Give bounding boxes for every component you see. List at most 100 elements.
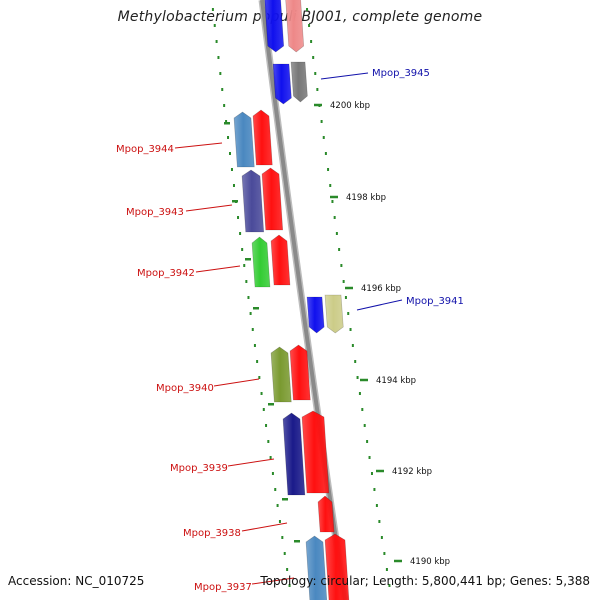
guide-dot — [333, 216, 336, 219]
gene-box — [305, 535, 328, 600]
topology-summary: Topology: circular; Length: 5,800,441 bp… — [260, 574, 590, 588]
gene-box — [241, 169, 265, 233]
gene-label: Mpop_3940 — [156, 383, 214, 394]
scale-tick-label: 4194 kbp — [376, 376, 416, 386]
gene-box — [270, 346, 292, 403]
gene-track2-box — [270, 234, 291, 286]
gene-mpop-3939: Mpop_3939 — [170, 410, 330, 496]
guide-dot — [288, 584, 291, 587]
guide-dot — [383, 552, 386, 555]
gene-label: Mpop_3942 — [137, 268, 195, 279]
gene-label-leader — [251, 577, 295, 585]
gene-track2-box — [261, 167, 284, 231]
guide-dot — [286, 568, 289, 571]
guide-dot — [253, 344, 256, 347]
forward-guide-track — [211, 8, 291, 587]
gene-label: Mpop_3941 — [406, 296, 464, 307]
guide-dot — [283, 552, 286, 555]
guide-dot — [347, 312, 350, 315]
gene-box — [306, 296, 325, 334]
gene-label-leader — [195, 265, 241, 273]
guide-dot — [281, 536, 284, 539]
guide-dot — [308, 24, 311, 27]
gene-label: Mpop_3943 — [126, 207, 184, 218]
guide-dot — [215, 40, 218, 43]
scale-tick-label: 4198 kbp — [346, 193, 386, 203]
gene-mpop-3943: Mpop_3943 — [126, 167, 284, 233]
gene-box — [285, 0, 305, 53]
guide-dot — [243, 264, 246, 267]
gene-track2-box — [290, 61, 308, 103]
guide-dot — [331, 200, 334, 203]
gene-label-leader — [356, 299, 403, 311]
guide-dot — [251, 328, 254, 331]
gene-track2-box — [252, 109, 273, 166]
guide-dot — [314, 72, 317, 75]
guide-dot — [322, 136, 325, 139]
guide-dot — [245, 280, 248, 283]
ring-dash — [294, 540, 300, 543]
guide-dot — [228, 152, 231, 155]
ring-dash — [224, 122, 230, 125]
guide-dot — [344, 296, 347, 299]
gene-mpop-3942: Mpop_3942 — [137, 234, 291, 288]
guide-dot — [363, 424, 366, 427]
gene-label-leader — [227, 458, 275, 467]
gene-box — [264, 0, 285, 53]
gene-mpop-3938: Mpop_3938 — [183, 495, 335, 539]
ring-dash — [268, 403, 274, 406]
gene-track2-box — [301, 410, 330, 494]
guide-dot — [223, 104, 226, 107]
guide-dot — [312, 56, 315, 59]
guide-dot — [225, 120, 228, 123]
gene-track2-box — [317, 495, 335, 533]
guide-dot — [329, 184, 332, 187]
gene-track2-box — [324, 533, 350, 600]
guide-dot — [247, 296, 250, 299]
guide-dot — [217, 56, 220, 59]
guide-dot — [211, 8, 214, 11]
gene-track2-box — [324, 294, 344, 334]
guide-dot — [274, 488, 277, 491]
scale-tick-label: 4200 kbp — [330, 101, 370, 111]
guide-dot — [278, 520, 281, 523]
guide-dot — [378, 520, 381, 523]
guide-dot — [271, 472, 274, 475]
gene-track2-box — [289, 344, 311, 401]
guide-dot — [219, 72, 222, 75]
guide-dot — [375, 504, 378, 507]
guide-dot — [373, 488, 376, 491]
gene-label: Mpop_3937 — [194, 582, 252, 593]
guide-dot — [262, 408, 265, 411]
gene-box — [233, 111, 255, 168]
gene-label: Mpop_3944 — [116, 144, 174, 155]
guide-dot — [349, 328, 352, 331]
guide-dot — [232, 184, 235, 187]
gene-box — [282, 412, 306, 496]
guide-dot — [324, 152, 327, 155]
guide-dot — [354, 360, 357, 363]
gene-label-leader — [185, 204, 233, 212]
guide-dot — [320, 120, 323, 123]
guide-dot — [335, 232, 338, 235]
guide-dot — [351, 344, 354, 347]
ring-dash — [232, 200, 238, 203]
guide-dot — [306, 8, 309, 11]
guide-dot — [366, 440, 369, 443]
guide-dot — [237, 216, 240, 219]
scale-tick-label: 4192 kbp — [392, 467, 432, 477]
scale-tick-label: 4190 kbp — [410, 557, 450, 567]
guide-dot — [338, 248, 341, 251]
guide-dot — [368, 456, 371, 459]
gene-box — [251, 236, 271, 288]
guide-dot — [316, 88, 319, 91]
guide-dot — [241, 248, 244, 251]
gene-mpop-3941: Mpop_3941 — [306, 294, 464, 334]
guide-dot — [342, 280, 345, 283]
guide-dot — [276, 504, 279, 507]
gene-mpop-3944: Mpop_3944 — [116, 109, 273, 168]
guide-dot — [370, 472, 373, 475]
guide-dot — [213, 24, 216, 27]
gene-label-leader — [213, 378, 260, 387]
